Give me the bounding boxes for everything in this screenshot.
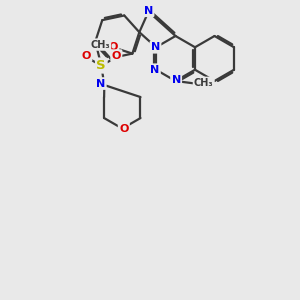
Text: N: N — [150, 65, 160, 75]
Text: O: O — [109, 42, 118, 52]
Text: O: O — [112, 51, 121, 61]
Text: O: O — [82, 51, 91, 61]
Text: N: N — [144, 6, 153, 16]
Text: CH₃: CH₃ — [194, 78, 214, 88]
Text: CH₃: CH₃ — [91, 40, 110, 50]
Text: O: O — [119, 124, 128, 134]
Text: N: N — [96, 79, 105, 88]
Text: S: S — [97, 59, 106, 72]
Text: N: N — [172, 75, 181, 85]
Text: N: N — [151, 42, 160, 52]
